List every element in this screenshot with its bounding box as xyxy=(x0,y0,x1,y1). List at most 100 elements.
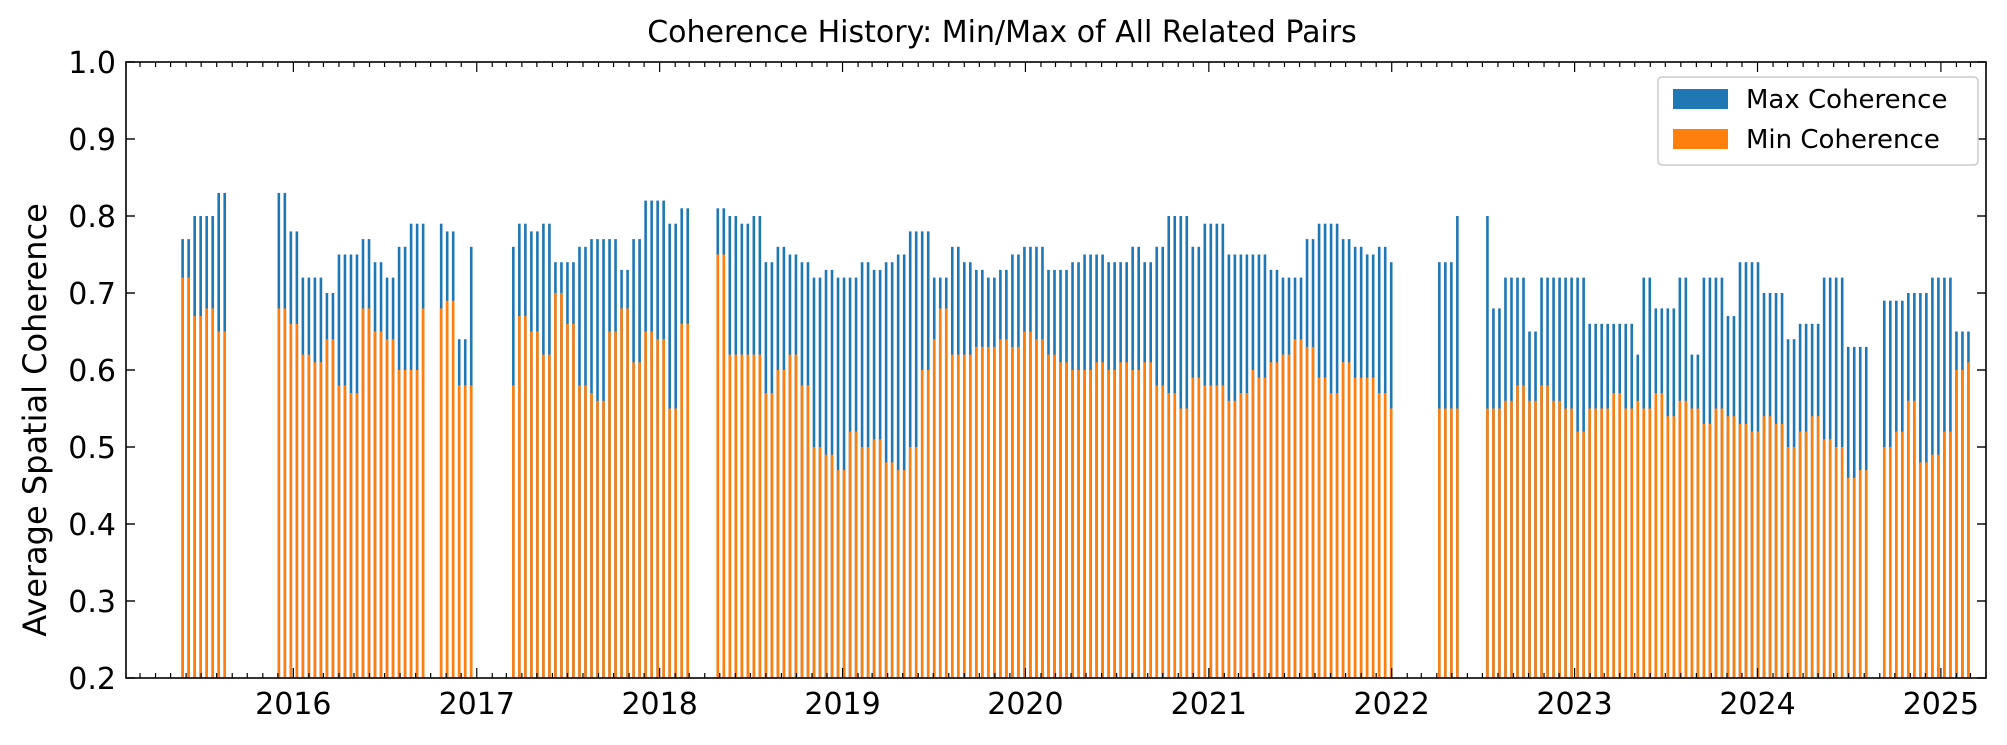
bar-min xyxy=(1173,393,1177,678)
bar-min xyxy=(1305,346,1309,678)
bar-min xyxy=(902,470,906,678)
bar-min xyxy=(1612,393,1615,678)
bar-min xyxy=(806,385,810,678)
bar-min xyxy=(1654,393,1658,678)
bar-min xyxy=(932,339,936,678)
y-tick-label: 1.0 xyxy=(68,46,116,81)
bar-min xyxy=(1528,400,1531,678)
bar-min xyxy=(445,300,449,678)
bar-min xyxy=(1943,431,1946,678)
bar-min xyxy=(1624,408,1628,678)
bar-min xyxy=(1798,431,1802,678)
bar-min xyxy=(1251,370,1255,678)
bar-min xyxy=(1510,400,1513,678)
bar-min xyxy=(1828,439,1832,678)
bar-min xyxy=(842,470,846,678)
bar-min xyxy=(1017,346,1020,678)
bar-min xyxy=(1786,447,1790,678)
legend-swatch-min xyxy=(1673,129,1728,149)
bar-min xyxy=(415,370,419,678)
bar-min xyxy=(1895,431,1898,678)
x-tick-label: 2018 xyxy=(621,687,697,722)
bar-min xyxy=(1726,416,1730,678)
bar-min xyxy=(1582,431,1585,678)
x-tick-label: 2017 xyxy=(439,687,515,722)
y-tick-label: 0.3 xyxy=(68,585,116,620)
bar-min xyxy=(1792,447,1796,678)
bar-min xyxy=(409,370,413,678)
bar-min xyxy=(337,385,341,678)
bar-min xyxy=(662,339,665,678)
bar-min xyxy=(674,408,677,678)
bar-min xyxy=(1931,454,1934,678)
bar-min xyxy=(746,354,750,678)
bar-min xyxy=(1840,447,1844,678)
y-tick-label: 0.9 xyxy=(68,123,116,158)
bar-min xyxy=(1570,408,1573,678)
bar-min xyxy=(1293,339,1297,678)
bar-min xyxy=(1810,416,1814,678)
bar-min xyxy=(1107,370,1110,678)
bar-min xyxy=(1113,370,1116,678)
bar-min xyxy=(866,447,870,678)
bar-min xyxy=(512,385,515,678)
bar-min xyxy=(920,370,924,678)
bar-min xyxy=(686,323,690,678)
bar-min xyxy=(1335,393,1339,678)
bar-min xyxy=(1744,423,1748,678)
bar-min xyxy=(548,354,551,678)
bar-min xyxy=(752,354,756,678)
bar-min xyxy=(1149,362,1152,678)
bar-min xyxy=(956,354,960,678)
bar-min xyxy=(1137,370,1140,678)
bar-min xyxy=(770,393,774,678)
bar-min xyxy=(379,331,383,678)
bar-min xyxy=(554,293,557,678)
bar-min xyxy=(385,339,389,678)
bar-min xyxy=(361,308,365,678)
bar-min xyxy=(1131,370,1134,678)
bar-min xyxy=(1438,408,1441,678)
legend: Max Coherence Min Coherence xyxy=(1657,76,1979,166)
bar-min xyxy=(1155,385,1159,678)
bar-min xyxy=(872,439,876,678)
bar-min xyxy=(632,362,635,678)
bar-min xyxy=(1750,431,1754,678)
bar-min xyxy=(1768,416,1772,678)
bar-min xyxy=(1101,362,1104,678)
bar-min xyxy=(463,385,467,678)
bar-min xyxy=(1516,385,1519,678)
bar-min xyxy=(782,370,786,678)
bar-min xyxy=(950,354,954,678)
bar-min xyxy=(722,254,726,678)
bar-min xyxy=(812,447,816,678)
bar-min xyxy=(680,323,683,678)
chart-title: Coherence History: Min/Max of All Relate… xyxy=(647,15,1357,50)
bar-min xyxy=(1269,362,1273,678)
bar-min xyxy=(373,331,377,678)
bar-min xyxy=(193,316,196,678)
bar-min xyxy=(1059,362,1062,678)
bar-min xyxy=(1383,393,1387,678)
bar-min xyxy=(187,277,190,678)
bar-min xyxy=(1095,362,1098,678)
bar-min xyxy=(1546,385,1549,678)
bar-min xyxy=(211,308,214,678)
bar-min xyxy=(1684,400,1688,678)
bars-layer xyxy=(181,192,1970,679)
bar-min xyxy=(1913,400,1916,678)
bar-min xyxy=(349,393,353,678)
bar-min xyxy=(1780,423,1784,678)
legend-label-max: Max Coherence xyxy=(1746,85,1947,115)
bar-min xyxy=(1961,370,1964,678)
bar-min xyxy=(1389,408,1393,678)
bar-min xyxy=(1323,377,1327,678)
bar-min xyxy=(1209,385,1213,678)
bar-min xyxy=(542,354,545,678)
x-tick-label: 2024 xyxy=(1719,687,1795,722)
bar-min xyxy=(1263,377,1267,678)
legend-swatch-max xyxy=(1673,89,1728,109)
bar-min xyxy=(1221,385,1225,678)
bar-min xyxy=(1456,408,1459,678)
